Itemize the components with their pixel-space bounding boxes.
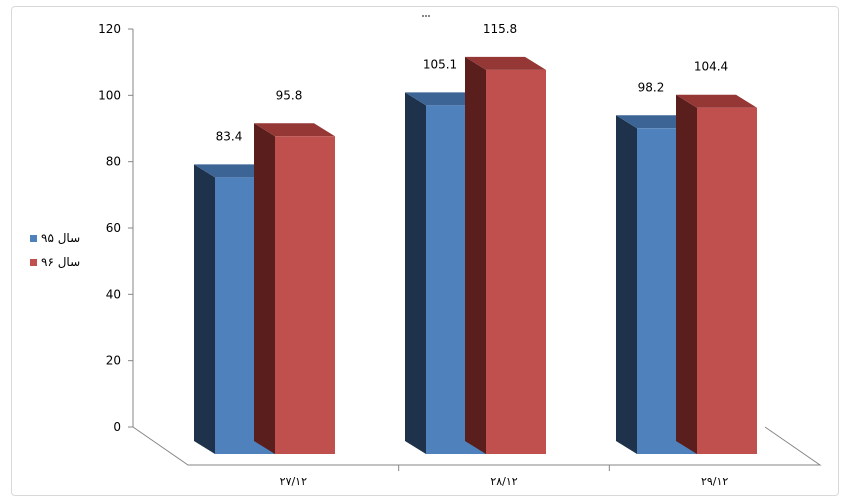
bar-front-face: [275, 136, 335, 454]
bar: [465, 56, 546, 455]
data-labels: 83.4 95.8 105.1 115.8 98.2 104.4: [216, 22, 729, 143]
bar-side-face: [616, 115, 637, 454]
bar-front-face: [697, 107, 757, 455]
legend-label: سال ۹۶: [41, 255, 80, 269]
bar-front-face: [486, 69, 546, 455]
floor-outline: [132, 426, 822, 466]
bar-side-face: [194, 164, 215, 454]
y-tick-label: 40: [106, 287, 121, 301]
axes: 0 20 40 60 80 100 120 ۲۷/۱۲ ۲۸/۱۲ ۲۹/۱۲: [98, 22, 822, 488]
data-label: 105.1: [423, 57, 457, 71]
legend-label: سال ۹۵: [41, 231, 80, 245]
bar-top-face: [254, 123, 335, 137]
legend: سال ۹۵ سال ۹۶: [30, 231, 80, 269]
x-tick-label: ۲۸/۱۲: [490, 475, 517, 488]
legend-swatch: [30, 259, 37, 266]
y-tick-label: 80: [106, 155, 121, 169]
bar-side-face: [676, 94, 697, 455]
y-tick-label: 20: [106, 354, 121, 368]
y-tick-label: 0: [113, 420, 121, 434]
bar-side-face: [254, 123, 275, 454]
bar-side-face: [405, 92, 426, 454]
legend-swatch: [30, 235, 37, 242]
bar-top-face: [465, 56, 546, 70]
data-label: 98.2: [638, 80, 665, 94]
x-tick-label: ۲۹/۱۲: [701, 475, 728, 488]
resize-handle-top[interactable]: [422, 2, 434, 17]
data-label: 104.4: [694, 60, 728, 74]
y-tick-label: 100: [98, 88, 121, 102]
bars: [194, 56, 757, 455]
bar-side-face: [465, 56, 486, 455]
data-label: 83.4: [216, 129, 243, 143]
y-tick-label: 120: [98, 22, 121, 36]
x-tick-label: ۲۷/۱۲: [280, 475, 307, 488]
y-tick-label: 60: [106, 221, 121, 235]
bar: [254, 123, 335, 454]
data-label: 95.8: [276, 88, 303, 102]
data-label: 115.8: [483, 22, 517, 36]
bar-top-face: [676, 94, 757, 108]
bar: [676, 94, 757, 455]
